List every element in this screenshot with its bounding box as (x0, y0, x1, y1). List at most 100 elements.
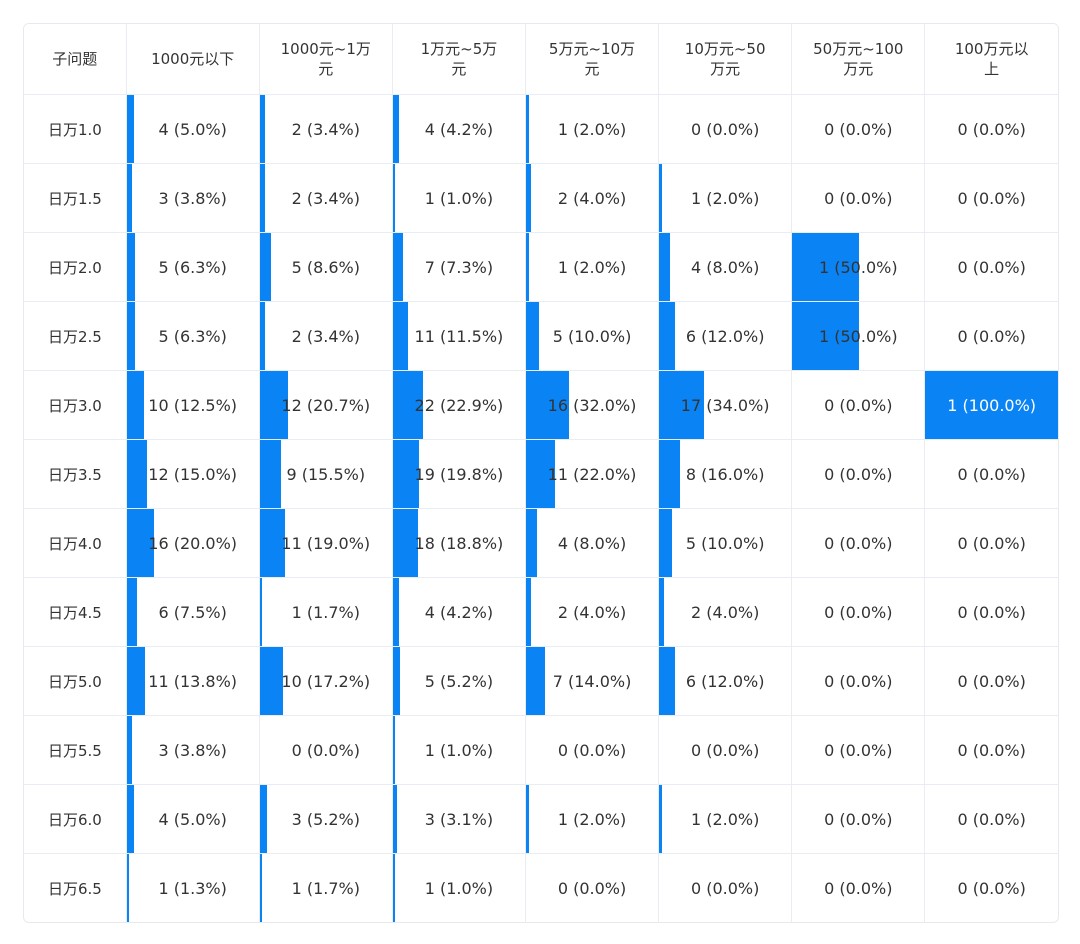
column-header-label: 5万元~10万元 (548, 40, 636, 78)
data-cell: 10 (17.2%) (259, 646, 393, 716)
cell-value: 0 (0.0%) (957, 326, 1026, 346)
data-cell: 0 (0.0%) (924, 646, 1058, 716)
cell-value: 11 (19.0%) (281, 533, 371, 553)
data-cell: 1 (50.0%) (791, 232, 926, 302)
percent-bar (259, 95, 265, 163)
data-cell: 12 (15.0%) (126, 439, 260, 509)
data-cell: 0 (0.0%) (924, 784, 1058, 854)
cell-value: 0 (0.0%) (957, 602, 1026, 622)
cell-value: 6 (12.0%) (685, 326, 765, 346)
data-cell: 10 (12.5%) (126, 370, 260, 440)
percent-bar (126, 302, 135, 370)
data-cell: 0 (0.0%) (658, 94, 793, 164)
data-cell: 0 (0.0%) (924, 439, 1058, 509)
cell-value: 1 (100.0%) (947, 395, 1037, 415)
cell-value: 11 (22.0%) (547, 464, 637, 484)
column-header: 1000元以下 (126, 24, 260, 95)
data-cell: 0 (0.0%) (791, 370, 926, 440)
cell-value: 0 (0.0%) (557, 740, 627, 760)
data-cell: 6 (7.5%) (126, 577, 260, 647)
percent-bar (392, 509, 418, 577)
data-cell: 0 (0.0%) (259, 715, 393, 785)
cell-value: 0 (0.0%) (957, 119, 1026, 139)
data-cell: 11 (19.0%) (259, 508, 393, 578)
row-label: 日万4.0 (24, 508, 127, 578)
data-cell: 0 (0.0%) (658, 853, 793, 922)
cell-value: 8 (16.0%) (685, 464, 765, 484)
cell-value: 0 (0.0%) (557, 878, 627, 898)
percent-bar (392, 647, 400, 715)
data-cell: 2 (3.4%) (259, 301, 393, 371)
percent-bar (126, 785, 134, 853)
cell-value: 0 (0.0%) (957, 464, 1026, 484)
data-cell: 0 (0.0%) (791, 439, 926, 509)
data-cell: 2 (4.0%) (525, 577, 660, 647)
cell-value: 19 (19.8%) (414, 464, 504, 484)
cell-value: 0 (0.0%) (824, 395, 893, 415)
data-cell: 4 (8.0%) (658, 232, 793, 302)
percent-bar (259, 647, 283, 715)
percent-bar (659, 440, 681, 508)
percent-bar (392, 578, 399, 646)
cell-value: 12 (20.7%) (281, 395, 371, 415)
percent-bar (392, 95, 399, 163)
percent-bar (659, 371, 705, 439)
row-label: 日万5.0 (24, 646, 127, 716)
percent-bar (259, 302, 265, 370)
cell-value: 0 (0.0%) (824, 464, 893, 484)
data-cell: 11 (13.8%) (126, 646, 260, 716)
row-label: 日万1.5 (24, 163, 127, 233)
data-cell: 1 (1.0%) (392, 715, 526, 785)
cell-value: 0 (0.0%) (690, 740, 760, 760)
cell-value: 0 (0.0%) (824, 740, 893, 760)
column-header: 1000元~1万元 (259, 24, 393, 95)
cell-value: 1 (2.0%) (690, 188, 760, 208)
cell-value: 0 (0.0%) (690, 878, 760, 898)
data-cell: 0 (0.0%) (791, 508, 926, 578)
row-label: 日万1.0 (24, 94, 127, 164)
cell-value: 0 (0.0%) (824, 878, 893, 898)
cell-value: 0 (0.0%) (824, 602, 893, 622)
cell-value: 10 (12.5%) (148, 395, 238, 415)
percent-bar (392, 440, 419, 508)
percent-bar (126, 578, 137, 646)
cell-value: 0 (0.0%) (690, 119, 760, 139)
data-cell: 11 (22.0%) (525, 439, 660, 509)
cell-value: 1 (1.0%) (424, 878, 494, 898)
data-cell: 16 (20.0%) (126, 508, 260, 578)
cell-value: 2 (3.4%) (291, 326, 360, 346)
cell-value: 5 (6.3%) (158, 326, 227, 346)
data-cell: 5 (8.6%) (259, 232, 393, 302)
cell-value: 6 (12.0%) (685, 671, 765, 691)
data-cell: 3 (5.2%) (259, 784, 393, 854)
cell-value: 9 (15.5%) (286, 464, 366, 484)
table-row: 日万3.5 12 (15.0%) 9 (15.5%) 19 (19.8%) 11 (22… (24, 439, 1058, 509)
table-body: 日万1.0 4 (5.0%) 2 (3.4%) 4 (4.2%) 1 (2.0%) 0 (… (24, 94, 1058, 922)
cell-value: 11 (11.5%) (414, 326, 504, 346)
cell-value: 1 (2.0%) (557, 257, 627, 277)
percent-bar (525, 371, 569, 439)
cell-value: 1 (2.0%) (557, 119, 627, 139)
percent-bar (259, 371, 288, 439)
data-cell: 0 (0.0%) (791, 94, 926, 164)
data-cell: 1 (2.0%) (658, 784, 793, 854)
data-cell: 4 (4.2%) (392, 577, 526, 647)
corner-header: 子问题 (24, 24, 127, 95)
cell-value: 2 (3.4%) (291, 119, 360, 139)
data-cell: 0 (0.0%) (791, 784, 926, 854)
table-row: 日万4.5 6 (7.5%) 1 (1.7%) 4 (4.2%) 2 (4.0%) 2 (… (24, 577, 1058, 647)
header-row: 子问题 1000元以下 1000元~1万元 1万元~5万元 5万元~10万元 10万元~5… (24, 24, 1058, 95)
cell-value: 0 (0.0%) (957, 188, 1026, 208)
cell-value: 0 (0.0%) (824, 809, 893, 829)
data-cell: 16 (32.0%) (525, 370, 660, 440)
table-row: 日万1.5 3 (3.8%) 2 (3.4%) 1 (1.0%) 2 (4.0%) 1 (… (24, 163, 1058, 233)
data-cell: 7 (7.3%) (392, 232, 526, 302)
cell-value: 0 (0.0%) (824, 119, 893, 139)
data-cell: 4 (5.0%) (126, 784, 260, 854)
cell-value: 0 (0.0%) (824, 188, 893, 208)
cell-value: 0 (0.0%) (957, 878, 1026, 898)
cell-value: 1 (1.0%) (424, 740, 494, 760)
cell-value: 0 (0.0%) (824, 671, 893, 691)
column-header: 10万元~50 万元 (658, 24, 793, 95)
percent-bar (126, 164, 132, 232)
